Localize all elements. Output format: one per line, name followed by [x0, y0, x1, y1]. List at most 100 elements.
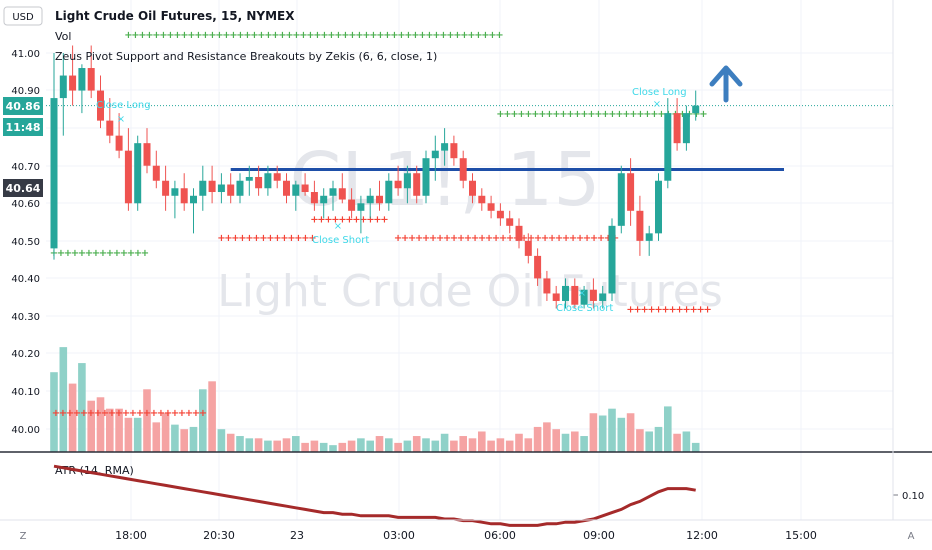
support-level-mark: +	[106, 248, 114, 259]
timezone-button[interactable]	[14, 526, 32, 542]
currency-label[interactable]: USD	[12, 12, 34, 23]
volume-bar	[571, 431, 579, 452]
volume-bar	[385, 438, 393, 452]
auto-scale-button-label[interactable]: A	[908, 531, 915, 542]
volume-bar	[189, 426, 198, 452]
support-level-mark: +	[397, 30, 405, 41]
volume-bar	[180, 429, 188, 452]
resistance-level-mark: +	[73, 408, 81, 419]
price-tick-label: 40.00	[11, 425, 40, 436]
resistance-level-mark: +	[231, 233, 239, 244]
candle-body	[515, 225, 523, 241]
candle-body	[580, 289, 588, 305]
resistance-level-mark: +	[499, 233, 507, 244]
resistance-level-mark: +	[331, 214, 339, 225]
candle-body	[664, 113, 672, 181]
candle-body	[236, 180, 244, 196]
volume-bar	[403, 440, 412, 452]
support-level-mark: +	[559, 109, 567, 120]
volume-bar	[515, 433, 523, 452]
support-level-mark: +	[510, 109, 518, 120]
volume-bar	[217, 429, 226, 452]
volume-bar	[50, 372, 58, 452]
candle-body	[441, 143, 449, 151]
candle-body	[376, 195, 383, 204]
support-level-mark: +	[299, 30, 307, 41]
candle-body	[478, 195, 486, 204]
currency-button[interactable]	[3, 6, 43, 26]
time-axis[interactable]: 18:00 20:30 23 03:00 06:00 09:00 12:00 15:00	[115, 529, 817, 542]
support-level-mark: +	[78, 248, 86, 259]
support-level-mark: +	[257, 30, 265, 41]
support-level-mark: +	[369, 30, 377, 41]
resistance-level-mark: +	[422, 233, 430, 244]
volume-bars	[50, 347, 700, 452]
support-level-mark: +	[538, 109, 546, 120]
candle-body	[589, 289, 597, 301]
resistance-level-mark: +	[590, 233, 598, 244]
atr-legend[interactable]: ATR (14, RMA)	[55, 464, 134, 477]
auto-scale-button[interactable]	[902, 526, 920, 542]
candle-body	[562, 285, 569, 301]
support-level-mark: +	[580, 109, 588, 120]
support-level-mark: +	[141, 248, 149, 259]
symbol-title[interactable]: Light Crude Oil Futures, 15, NYMEX	[55, 9, 295, 23]
candle-body	[431, 150, 439, 159]
volume-bar	[282, 438, 291, 452]
support-level-mark: +	[138, 30, 146, 41]
volume-bar	[329, 445, 337, 452]
legend: USD Light Crude Oil Futures, 15, NYMEX V…	[3, 6, 437, 63]
resistance-level-mark: +	[245, 233, 253, 244]
resistance-level-mark: +	[280, 233, 288, 244]
candle-body	[422, 158, 430, 196]
support-level-mark: +	[474, 30, 482, 41]
support-level-mark: +	[481, 30, 489, 41]
volume-bar	[394, 442, 402, 452]
resistance-level-mark: +	[192, 408, 200, 419]
candle-body	[348, 199, 356, 211]
support-level-mark: +	[271, 30, 279, 41]
volume-bar	[412, 436, 421, 452]
candle-body	[469, 180, 476, 196]
annotation-x-icon: ×	[578, 288, 586, 299]
timezone-button-label[interactable]: Z	[20, 531, 27, 542]
volume-bar	[133, 417, 142, 452]
annotation-x-icon: ×	[653, 99, 661, 110]
candle-body	[450, 143, 458, 159]
resistance-level-mark: +	[647, 304, 655, 315]
support-level-mark: +	[131, 30, 139, 41]
volume-bar	[589, 413, 598, 452]
candle-body	[180, 188, 188, 204]
price-tick-label: 41.00	[11, 49, 40, 60]
resistance-level-mark: +	[150, 408, 158, 419]
support-level-mark: +	[496, 109, 504, 120]
resistance-level-mark: +	[171, 408, 179, 419]
resistance-level-mark: +	[464, 233, 472, 244]
resistance-level-mark: +	[520, 233, 528, 244]
candle-body	[59, 75, 67, 99]
resistance-level-mark: +	[661, 304, 669, 315]
volume-bar	[96, 397, 105, 452]
resistance-level-mark: +	[324, 214, 332, 225]
volume-bar	[487, 440, 495, 452]
resistance-level-mark: +	[87, 408, 95, 419]
volume-legend[interactable]: Vol	[55, 30, 71, 43]
resistance-level-mark: +	[436, 233, 444, 244]
indicator-legend[interactable]: Zeus Pivot Support and Resistance Breako…	[55, 50, 437, 63]
support-level-mark: +	[180, 30, 188, 41]
candle-body	[636, 210, 644, 241]
support-level-mark: +	[120, 248, 128, 259]
resistance-level-mark: +	[703, 304, 711, 315]
volume-bar	[264, 440, 272, 452]
support-level-mark: +	[99, 248, 107, 259]
price-axis[interactable]: 41.00 40.90 40.70 40.60 40.50 40.40 40.30 40.20…	[11, 49, 40, 436]
resistance-level-mark: +	[576, 233, 584, 244]
volume-bar	[645, 431, 653, 452]
resistance-level-mark: +	[654, 304, 662, 315]
support-level-mark: +	[194, 30, 202, 41]
atr-tick-label: 0.10	[902, 491, 924, 502]
time-tick-label: 09:00	[583, 529, 615, 542]
crosshair-price-tag	[3, 179, 43, 197]
resistance-level-mark: +	[294, 233, 302, 244]
